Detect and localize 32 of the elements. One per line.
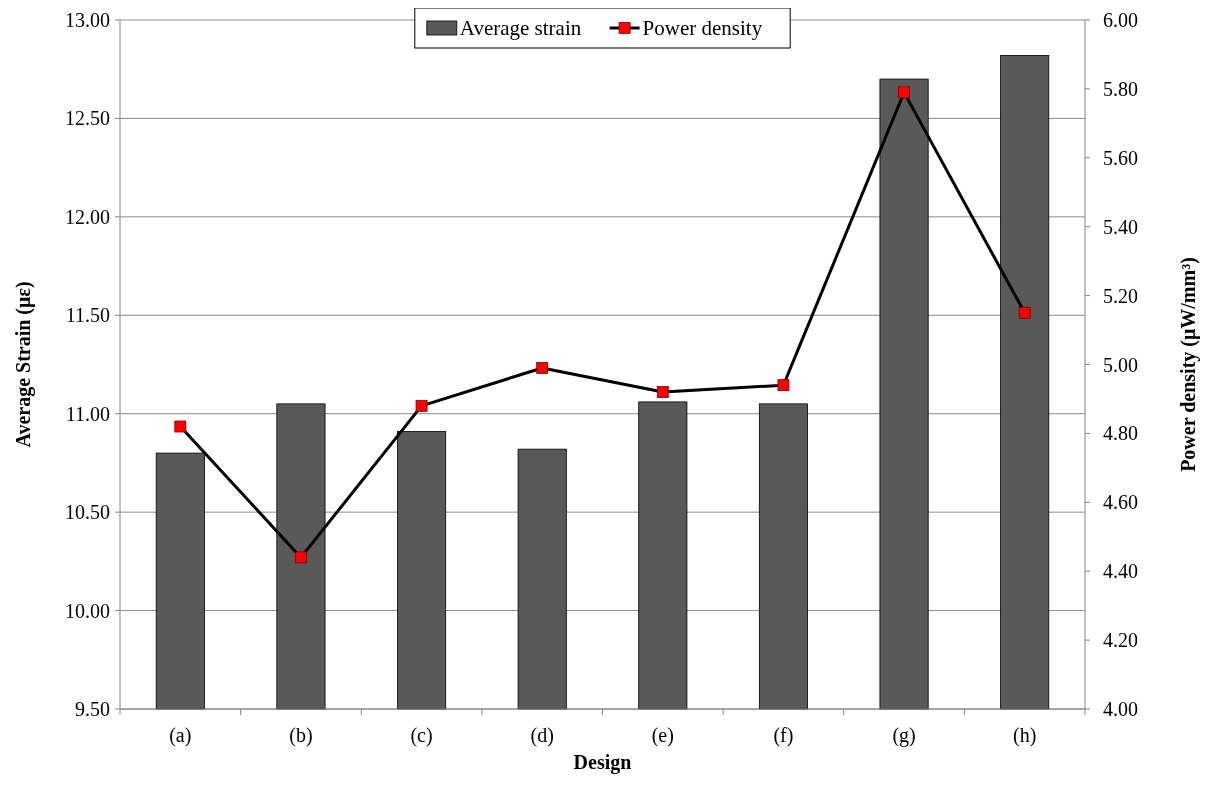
x-tick-label: (e) [651,724,674,747]
y2-tick-label: 4.80 [1103,422,1138,445]
y2-tick-label: 5.00 [1103,353,1138,376]
x-tick-label: (h) [1013,724,1037,747]
x-tick-label: (c) [410,724,433,747]
y-tick-label: 12.00 [65,205,110,228]
y-tick-label: 10.00 [65,599,110,622]
x-tick-label: (f) [773,724,794,747]
y-axis-title: Average Strain (με) [12,281,35,448]
y2-tick-label: 4.20 [1103,629,1138,652]
x-tick-label: (a) [169,724,192,747]
y-tick-label: 12.50 [65,107,110,130]
y2-tick-label: 5.60 [1103,146,1138,169]
y2-tick-label: 6.00 [1103,9,1138,31]
y-tick-label: 11.50 [65,304,110,327]
y2-tick-label: 5.40 [1103,215,1138,238]
y2-tick-label: 4.60 [1103,491,1138,514]
y-tick-label: 10.50 [65,501,110,524]
y2-tick-label: 5.20 [1103,284,1138,307]
y2-tick-label: 4.00 [1103,698,1138,720]
x-tick-label: (g) [892,724,916,747]
x-axis-title: Design [573,751,632,774]
x-tick-label: (d) [530,724,554,747]
y-tick-label: 11.00 [65,402,110,425]
legend-label: Average strain [459,16,582,41]
y2-tick-label: 5.80 [1103,77,1138,100]
y-tick-label: 9.50 [75,698,110,720]
x-tick-label: (b) [289,724,313,747]
y-tick-label: 13.00 [65,9,110,31]
legend-label: Power density [642,16,763,41]
y2-tick-label: 4.40 [1103,560,1138,583]
y2-axis-title: Power density (μW/mm³) [1177,257,1200,472]
